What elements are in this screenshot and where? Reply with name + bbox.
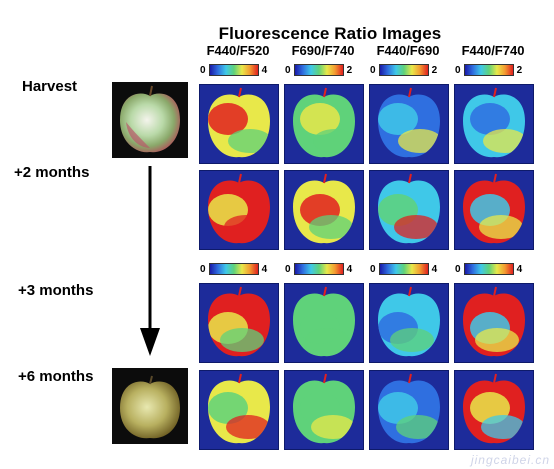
scale-max-label: 4 bbox=[261, 64, 268, 76]
fluorescence-image bbox=[284, 170, 364, 250]
column-header-f690-f740: F690/F740 bbox=[291, 43, 355, 58]
fluorescence-image bbox=[369, 84, 449, 164]
scale-max-label: 2 bbox=[516, 64, 523, 76]
color-scale-bar bbox=[378, 64, 429, 76]
figure-title: Fluorescence Ratio Images bbox=[218, 24, 442, 43]
scale-max-label: 4 bbox=[261, 263, 268, 275]
color-scale: 0 4 bbox=[200, 64, 267, 76]
color-scale: 0 4 bbox=[370, 263, 437, 275]
scale-min-label: 0 bbox=[200, 263, 206, 275]
scale-min-label: 0 bbox=[285, 263, 291, 275]
scale-max-label: 4 bbox=[346, 263, 353, 275]
fluorescence-image bbox=[369, 283, 449, 363]
fluorescence-image bbox=[199, 84, 279, 164]
color-scale: 0 4 bbox=[200, 263, 267, 275]
color-scale-bar bbox=[208, 263, 259, 275]
fluorescence-image bbox=[454, 170, 534, 250]
color-scale-bar bbox=[208, 64, 259, 76]
color-scale-bar bbox=[293, 263, 344, 275]
column-header-f440-f690: F440/F690 bbox=[376, 43, 440, 58]
row-label-6-months: +6 months bbox=[18, 368, 94, 385]
fluorescence-image bbox=[199, 370, 279, 450]
row-label-3-months: +3 months bbox=[18, 282, 94, 299]
column-header-f440-f520: F440/F520 bbox=[206, 43, 270, 58]
scale-max-label: 2 bbox=[431, 64, 438, 76]
color-scale-bar bbox=[293, 64, 344, 76]
scale-min-label: 0 bbox=[200, 64, 206, 76]
scale-max-label: 2 bbox=[346, 64, 353, 76]
fluorescence-image bbox=[199, 283, 279, 363]
fluorescence-image bbox=[454, 84, 534, 164]
scale-max-label: 4 bbox=[431, 263, 438, 275]
fluorescence-image bbox=[199, 170, 279, 250]
color-scale: 0 2 bbox=[285, 64, 352, 76]
watermark: jingcaibei.cn bbox=[470, 453, 550, 467]
color-scale: 0 2 bbox=[455, 64, 522, 76]
scale-max-label: 4 bbox=[516, 263, 523, 275]
time-arrow bbox=[139, 166, 161, 356]
scale-min-label: 0 bbox=[370, 64, 376, 76]
row-label-2-months: +2 months bbox=[14, 164, 90, 181]
fluorescence-image bbox=[369, 170, 449, 250]
scale-min-label: 0 bbox=[285, 64, 291, 76]
fluorescence-image bbox=[454, 283, 534, 363]
color-scale-bar bbox=[463, 263, 514, 275]
row-label-harvest: Harvest bbox=[22, 78, 78, 95]
scale-min-label: 0 bbox=[370, 263, 376, 275]
scale-min-label: 0 bbox=[455, 64, 461, 76]
apple-photo-harvest bbox=[112, 82, 188, 158]
fluorescence-image bbox=[284, 84, 364, 164]
color-scale: 0 4 bbox=[455, 263, 522, 275]
color-scale-bar bbox=[463, 64, 514, 76]
color-scale: 0 2 bbox=[370, 64, 437, 76]
fluorescence-image bbox=[284, 283, 364, 363]
color-scale-bar bbox=[378, 263, 429, 275]
fluorescence-image bbox=[284, 370, 364, 450]
scale-min-label: 0 bbox=[455, 263, 461, 275]
fluorescence-image bbox=[454, 370, 534, 450]
apple-photo-6-months bbox=[112, 368, 188, 444]
column-header-f440-f740: F440/F740 bbox=[461, 43, 525, 58]
color-scale: 0 4 bbox=[285, 263, 352, 275]
fluorescence-image bbox=[369, 370, 449, 450]
